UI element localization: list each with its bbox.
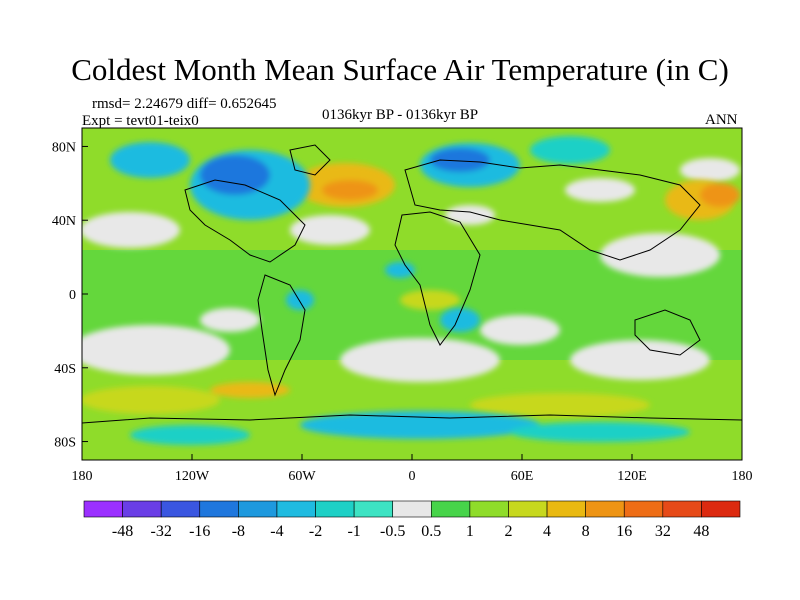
- colorbar-label: 1: [466, 523, 474, 540]
- latitude-tick-label: 80S: [54, 436, 76, 451]
- colorbar-label: 4: [543, 523, 551, 540]
- colorbar-label: -16: [189, 523, 210, 540]
- period-label: 0136kyr BP - 0136kyr BP: [322, 107, 479, 123]
- colorbar-swatch: [585, 500, 625, 518]
- colorbar-swatch: [623, 500, 664, 518]
- latitude-axis: 80N 40N 0 40S 80S: [52, 140, 88, 451]
- colorbar-swatch: [122, 500, 162, 518]
- colorbar-label: 0.5: [421, 523, 441, 540]
- temperature-field: [82, 128, 742, 460]
- colorbar-label: 32: [655, 523, 671, 540]
- colorbar-label: -1: [347, 523, 360, 540]
- colorbar-label: -0.5: [380, 523, 405, 540]
- longitude-tick-label: 60W: [288, 469, 316, 484]
- longitude-tick-label: 0: [409, 469, 416, 484]
- longitude-tick-label: 180: [732, 469, 753, 484]
- colorbar-swatch: [430, 500, 471, 518]
- colorbar-label: -32: [151, 523, 172, 540]
- latitude-tick-label: 80N: [52, 140, 76, 155]
- colorbar-label: -4: [270, 523, 283, 540]
- colorbar-label: 8: [582, 523, 590, 540]
- latitude-tick-label: 40N: [52, 214, 76, 229]
- colorbar-label: -2: [309, 523, 322, 540]
- latitude-tick-label: 0: [69, 288, 76, 303]
- experiment-label: Expt = tevt01-teix0: [82, 113, 199, 129]
- colorbar-swatch: [199, 500, 239, 518]
- colorbar-swatch: [353, 500, 394, 518]
- colorbar-swatch: [469, 500, 509, 518]
- latitude-tick-label: 40S: [54, 362, 76, 377]
- colorbar-swatch: [83, 500, 123, 518]
- colorbar-swatch: [662, 500, 702, 518]
- colorbar-swatch: [392, 500, 432, 518]
- longitude-tick-label: 180: [72, 469, 93, 484]
- season-label: ANN: [705, 112, 738, 128]
- longitude-axis: 180 120W 60W 0 60E 120E 180: [72, 454, 753, 484]
- colorbar-swatch: [276, 500, 316, 518]
- colorbar-swatch: [238, 500, 278, 518]
- colorbar-swatch: [546, 500, 586, 518]
- longitude-tick-label: 120E: [617, 469, 647, 484]
- colorbar-swatch: [701, 500, 741, 518]
- stats-line: rmsd= 2.24679 diff= 0.652645: [92, 96, 277, 112]
- longitude-tick-label: 60E: [511, 469, 534, 484]
- colorbar-label: 48: [693, 523, 709, 540]
- longitude-tick-label: 120W: [175, 469, 210, 484]
- colorbar-label: 2: [504, 523, 512, 540]
- colorbar-swatch: [160, 500, 201, 518]
- colorbar-swatch: [508, 500, 548, 518]
- colorbar-swatch: [315, 500, 355, 518]
- colorbar-label: -8: [232, 523, 245, 540]
- map-title: Coldest Month Mean Surface Air Temperatu…: [71, 52, 729, 87]
- colorbar-label: 16: [616, 523, 632, 540]
- colorbar-label: -48: [112, 523, 133, 540]
- colorbar: -48 -32 -16 -8 -4 -2 -1 -0.5 0.5 1 2 4 8 16 32 48: [83, 500, 741, 540]
